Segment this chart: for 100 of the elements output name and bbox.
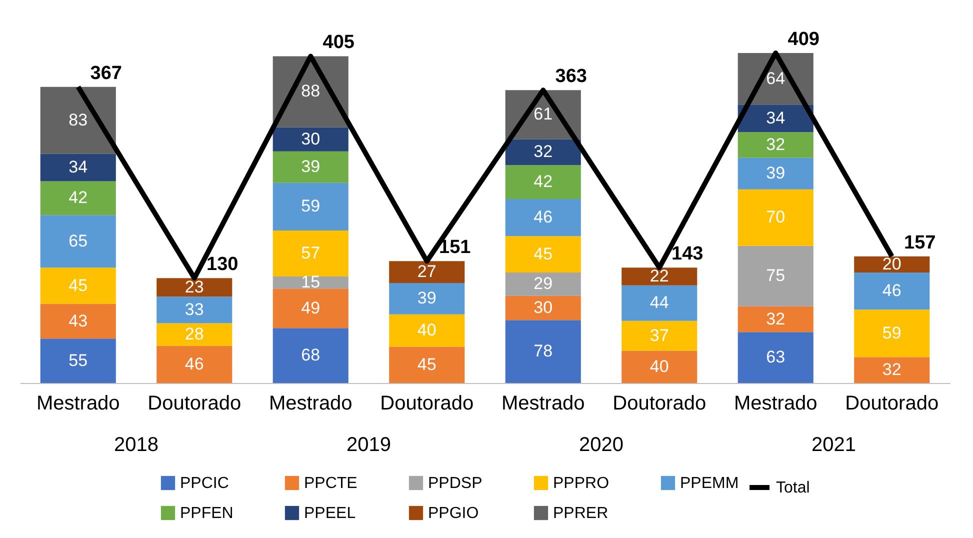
data-label: 42 — [534, 172, 553, 192]
data-label: 59 — [301, 196, 320, 216]
bar — [505, 296, 581, 320]
data-label: 130 — [206, 254, 238, 276]
data-label: 39 — [766, 164, 786, 183]
bar — [40, 268, 116, 304]
data-label: 28 — [184, 324, 204, 344]
bar — [272, 328, 348, 383]
data-label: 78 — [534, 342, 553, 361]
text: 2021 — [812, 434, 856, 456]
text: 2020 — [579, 434, 624, 456]
text: 2018 — [114, 434, 158, 456]
bar — [854, 272, 930, 310]
data-label: 42 — [68, 188, 88, 208]
data-label: 61 — [534, 104, 553, 124]
data-label: 40 — [417, 320, 436, 340]
bar — [40, 181, 116, 216]
legend-label: PPDSP — [428, 475, 482, 492]
bar — [505, 320, 581, 383]
legend-label: PPEEL — [304, 505, 356, 522]
x-tick-label: Mestrado — [734, 392, 818, 414]
bar — [505, 236, 581, 272]
bar — [272, 230, 348, 276]
legend-label: PPCTE — [304, 475, 358, 492]
legend-label: PPFEN — [180, 505, 234, 522]
legend-label: PPGIO — [428, 505, 479, 522]
data-label: 39 — [417, 288, 436, 308]
bar — [389, 346, 465, 383]
data-label: 157 — [904, 232, 936, 254]
data-label: 23 — [184, 277, 204, 296]
bar — [505, 165, 581, 200]
data-label: 405 — [322, 32, 355, 54]
bar — [854, 256, 930, 272]
data-label: 44 — [650, 293, 669, 312]
data-label: 64 — [766, 68, 786, 88]
data-label: 46 — [882, 281, 902, 300]
data-label: 45 — [534, 244, 553, 264]
bar — [738, 158, 814, 190]
data-label: 363 — [555, 66, 587, 88]
data-label: 65 — [68, 231, 88, 250]
bar — [738, 189, 814, 246]
bar — [622, 320, 698, 351]
bar — [40, 154, 116, 182]
bar — [272, 276, 348, 289]
bar — [40, 215, 116, 268]
x-tick-label: Mestrado — [501, 392, 585, 414]
legend-label: PPRER — [553, 505, 608, 522]
data-label: 49 — [301, 298, 320, 318]
bar — [40, 304, 116, 339]
data-label: 40 — [650, 356, 669, 376]
data-label: 88 — [301, 82, 320, 101]
data-label: 83 — [68, 110, 88, 130]
data-label: 59 — [882, 323, 902, 342]
x-tick-label: Mestrado — [36, 392, 120, 414]
data-label: 151 — [439, 237, 472, 258]
legend-label: PPCIC — [180, 475, 229, 492]
data-label: 34 — [68, 158, 88, 177]
data-label: 32 — [766, 134, 786, 154]
bar — [272, 182, 348, 231]
x-tick-label: Doutorado — [612, 392, 706, 414]
bar — [156, 323, 232, 346]
data-label: 27 — [417, 262, 436, 282]
legend-label: PPPRO — [553, 475, 610, 492]
x-tick-label: Doutorado — [380, 392, 474, 414]
data-label: 57 — [301, 244, 320, 262]
data-label: 20 — [882, 254, 902, 274]
bar — [738, 306, 814, 332]
bar — [738, 246, 814, 306]
bar — [389, 261, 465, 283]
bar — [622, 268, 698, 286]
bar — [389, 314, 465, 347]
data-label: 30 — [534, 298, 553, 317]
data-label: 409 — [788, 29, 820, 50]
data-label: 29 — [534, 274, 553, 294]
legend-label: Total — [776, 480, 810, 496]
bar — [854, 357, 930, 383]
data-label: 367 — [90, 62, 122, 84]
data-label: 39 — [301, 157, 320, 176]
data-label: 70 — [766, 208, 786, 227]
data-label: 32 — [766, 309, 786, 328]
data-label: 33 — [184, 300, 204, 319]
data-label: 30 — [301, 129, 320, 148]
bar — [622, 285, 698, 321]
data-label: 45 — [68, 276, 88, 295]
data-label: 75 — [766, 266, 786, 286]
data-label: 34 — [766, 108, 786, 128]
bar — [622, 350, 698, 383]
bar — [156, 278, 232, 297]
data-label: 37 — [650, 326, 669, 345]
data-label: 32 — [534, 142, 553, 162]
bar — [40, 86, 116, 154]
bar — [389, 282, 465, 314]
bar — [272, 127, 348, 152]
bar — [505, 199, 581, 236]
bar — [272, 288, 348, 328]
bar — [272, 151, 348, 183]
data-label: 68 — [301, 346, 320, 365]
bar — [156, 346, 232, 383]
data-label: 32 — [882, 360, 902, 380]
data-label: 46 — [184, 354, 204, 374]
